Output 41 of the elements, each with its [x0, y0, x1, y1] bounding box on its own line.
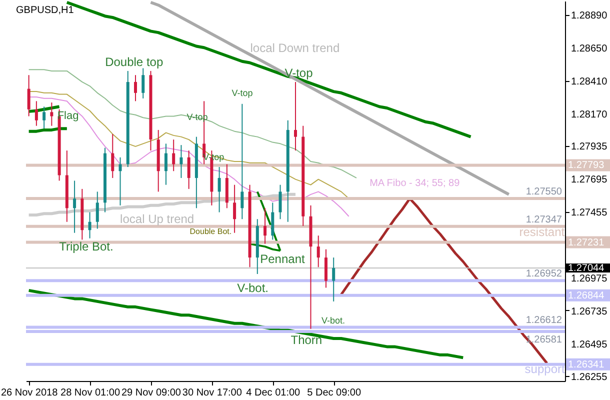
- y-tick-label: 1.26975: [571, 273, 608, 284]
- chart-title: GBPUSD,H1: [16, 5, 74, 16]
- y-tick-label: 1.28410: [571, 76, 608, 88]
- y-tick-label: 1.27935: [571, 142, 608, 153]
- ref-line-label: 1.27044: [568, 262, 605, 274]
- y-tick-label: 1.28170: [571, 109, 608, 120]
- ref-line-label: 1.27347: [526, 214, 562, 226]
- y-tick-label: 1.28650: [571, 44, 608, 55]
- annotation: local Down trend: [250, 41, 340, 55]
- y-tick-label: 1.27455: [571, 208, 608, 219]
- annotation: MA Fibo - 34; 55; 89: [370, 178, 460, 189]
- annotation: V-top: [232, 88, 253, 98]
- annotation: Thorn: [290, 332, 322, 347]
- ref-line-label: 1.26952: [526, 268, 562, 280]
- y-tick-label: 1.26255: [571, 372, 608, 384]
- ref-line-label: 1.26341: [568, 359, 605, 370]
- annotation: resistant: [519, 225, 566, 239]
- annotation: support: [524, 362, 566, 376]
- y-tick-label: 1.26735: [571, 306, 608, 318]
- x-tick-label: 30 Nov 17:00: [182, 388, 242, 398]
- annotation: Pennant: [260, 252, 306, 266]
- x-tick-label: 26 Nov 2018: [0, 388, 58, 398]
- x-tick-label: 5 Dec 09:00: [307, 388, 362, 398]
- annotation: V-bot.: [321, 315, 345, 326]
- ref-line-label: 1.27793: [568, 160, 605, 172]
- annotation: local Up trend: [120, 212, 194, 226]
- y-tick-label: 1.28890: [571, 10, 608, 22]
- y-tick-label: 1.26495: [571, 339, 608, 350]
- annotation: V-top: [284, 66, 314, 80]
- annotation: V-bot.: [237, 280, 268, 295]
- ref-line-label: 1.26612: [526, 315, 562, 326]
- y-tick-label: 1.27695: [571, 174, 608, 186]
- ref-line-label: 1.27231: [568, 237, 605, 248]
- annotation: Double top: [105, 55, 164, 69]
- x-tick-label: 28 Nov 01:00: [60, 388, 120, 398]
- annotation: Triple Bot.: [59, 240, 114, 254]
- x-tick-label: 29 Nov 09:00: [121, 388, 182, 398]
- x-tick-label: 4 Dec 01:00: [246, 388, 301, 398]
- ref-line-label: 1.27550: [526, 186, 562, 198]
- ref-line-label: 1.26844: [568, 290, 605, 302]
- annotation: Double Bot.: [190, 227, 232, 236]
